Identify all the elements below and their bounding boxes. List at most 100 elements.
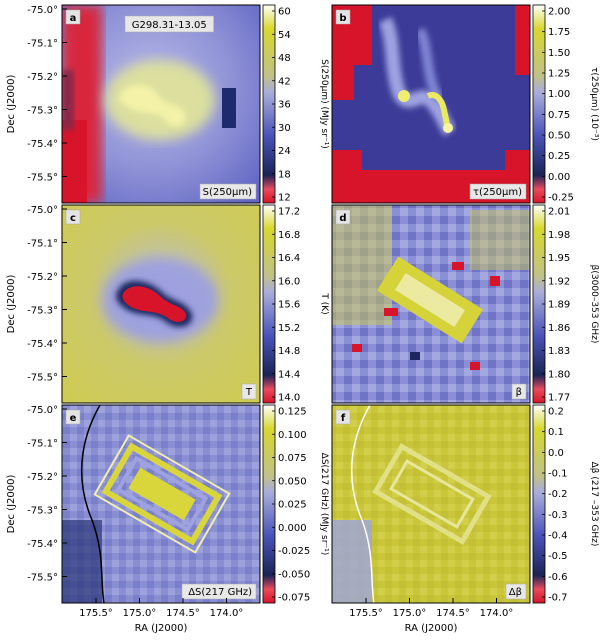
panel-b-label-box xyxy=(469,183,527,200)
panel-c-label-box xyxy=(241,383,257,400)
panel-b xyxy=(332,5,530,203)
colorbar-tick-label: 1.25 xyxy=(548,69,570,80)
colorbar-tick-label: 1.89 xyxy=(548,300,570,311)
x-tick-label: 174.5° xyxy=(436,608,470,619)
panel-d-tag-box xyxy=(335,209,351,225)
colorbar-label-d: β(3000–353 GHz) xyxy=(589,265,599,344)
colorbar-tick-label: 0.075 xyxy=(278,453,307,464)
y-tick-label: -75.0° xyxy=(27,405,58,416)
colorbar-tick-label: 15.2 xyxy=(278,323,300,334)
colorbar-tick-label: -0.5 xyxy=(548,551,568,562)
colorbar-tick-label: 12 xyxy=(278,193,291,204)
y-tick-label: -75.5° xyxy=(27,373,58,384)
colorbar-tick-label: 1.83 xyxy=(548,346,570,357)
y-tick-label: -75.4° xyxy=(27,139,58,150)
colorbar-tick-label: 1.98 xyxy=(548,230,570,241)
colorbar-label-f: Δβ (217 –353 GHz) xyxy=(589,462,599,547)
colorbar-tick-label: 54 xyxy=(278,30,291,41)
colorbar-tick-label: -0.6 xyxy=(548,572,568,583)
colorbar-tick-label: -0.1 xyxy=(548,469,568,480)
panel-f-tag: f xyxy=(341,413,346,424)
colorbar-tick-label: 14.4 xyxy=(278,369,300,380)
y-axis-label: Dec (J2000) xyxy=(6,275,17,334)
colorbar-tick-label: 16.4 xyxy=(278,253,300,264)
y-tick-label: -75.1° xyxy=(27,39,58,50)
colorbar-tick-label: 1.92 xyxy=(548,276,570,287)
y-tick-label: -75.3° xyxy=(27,306,58,317)
colorbar-tick-label: 1.77 xyxy=(548,393,570,404)
colorbar-tick-label: 0.050 xyxy=(278,476,307,487)
colorbar-b xyxy=(532,4,546,204)
panel-b-tag-box xyxy=(335,9,351,25)
colorbar-tick-label: 1.75 xyxy=(548,27,570,38)
y-tick-label: -75.1° xyxy=(27,439,58,450)
panel-a xyxy=(62,5,260,203)
panel-d-tag: d xyxy=(339,213,346,224)
colorbar-tick-label: 1.86 xyxy=(548,323,570,334)
colorbar-tick-label: 1.80 xyxy=(548,369,570,380)
colorbar-tick-label: 17.2 xyxy=(278,207,300,218)
panel-b-frame xyxy=(331,4,531,204)
x-tick-label: 175.0° xyxy=(123,608,157,619)
panel-f-frame xyxy=(331,404,531,604)
colorbar-tick-label: 0.25 xyxy=(548,151,570,162)
y-tick-label: -75.1° xyxy=(27,239,58,250)
colorbar-tick-label: 1.95 xyxy=(548,253,570,264)
colorbar-tick-label: -0.2 xyxy=(548,489,568,500)
colorbar-tick-label: 0.0 xyxy=(548,448,564,459)
colorbar-tick-label: -0.075 xyxy=(278,593,310,604)
colorbar-tick-label: 0.100 xyxy=(278,430,307,441)
y-tick-label: -75.5° xyxy=(27,173,58,184)
panel-d xyxy=(332,205,530,403)
colorbar-tick-label: 16.0 xyxy=(278,276,300,287)
colorbar-tick-label: 0.2 xyxy=(548,407,564,418)
panel-f-label-box xyxy=(505,583,527,600)
panel-e-label-box xyxy=(181,583,257,600)
panel-f xyxy=(332,405,530,603)
colorbar-f xyxy=(532,404,546,604)
panel-e-tag-box xyxy=(65,409,81,425)
x-tick-label: 175.5° xyxy=(349,608,383,619)
colorbar-tick-label: -0.25 xyxy=(548,193,574,204)
colorbar-tick-label: 0.000 xyxy=(278,523,307,534)
panel-a-frame xyxy=(61,4,261,204)
colorbar-tick-label: 0.125 xyxy=(278,407,307,418)
colorbar-tick-label: -0.7 xyxy=(548,593,568,604)
colorbar-tick-label: 30 xyxy=(278,123,291,134)
colorbar-tick-label: 24 xyxy=(278,146,291,157)
axes-overlay: a S(250µm) -75.0° -75.1° -75.2° -75.3° -75.4° -… xyxy=(6,4,599,634)
panel-b-tag: b xyxy=(339,13,346,24)
panel-a-tag-box xyxy=(65,9,81,25)
y-axis-label: Dec (J2000) xyxy=(6,475,17,534)
x-tick-label: 174.5° xyxy=(166,608,200,619)
panel-b-label: τ(250µm) xyxy=(473,187,522,198)
colorbar-tick-label: -0.3 xyxy=(548,510,568,521)
panel-c xyxy=(62,205,260,403)
source-name-box xyxy=(124,15,214,33)
x-tick-label: 174.0° xyxy=(480,608,514,619)
colorbar-tick-label: 1.00 xyxy=(548,89,570,100)
colorbar-tick-label: 60 xyxy=(278,7,291,18)
colorbar-tick-label: 14.8 xyxy=(278,346,300,357)
colorbar-tick-label: 16.8 xyxy=(278,230,300,241)
y-tick-label: -75.2° xyxy=(27,472,58,483)
source-name: G298.31-13.05 xyxy=(132,20,207,31)
panel-f-tag-box xyxy=(335,409,351,425)
panel-e xyxy=(62,405,260,603)
colorbar-label-c: T (K) xyxy=(319,292,329,314)
colorbar-label-b: τ(250µm) (10⁻³) xyxy=(589,67,599,141)
panel-c-tag-box xyxy=(65,209,81,225)
panel-e-frame xyxy=(61,404,261,604)
y-tick-label: -75.4° xyxy=(27,339,58,350)
colorbar-tick-label: 0.75 xyxy=(548,110,570,121)
panel-e-label: ΔS(217 GHz) xyxy=(188,587,252,598)
colorbar-tick-label: 1.50 xyxy=(548,48,570,59)
colorbar-tick-label: -0.4 xyxy=(548,531,568,542)
colorbar-tick-label: 36 xyxy=(278,100,291,111)
colorbar-tick-label: 42 xyxy=(278,76,291,87)
y-tick-label: -75.2° xyxy=(27,72,58,83)
colorbar-tick-label: 0.50 xyxy=(548,131,570,142)
panel-c-frame xyxy=(61,204,261,404)
colorbar-tick-label: -0.050 xyxy=(278,569,310,580)
panel-d-frame xyxy=(331,204,531,404)
